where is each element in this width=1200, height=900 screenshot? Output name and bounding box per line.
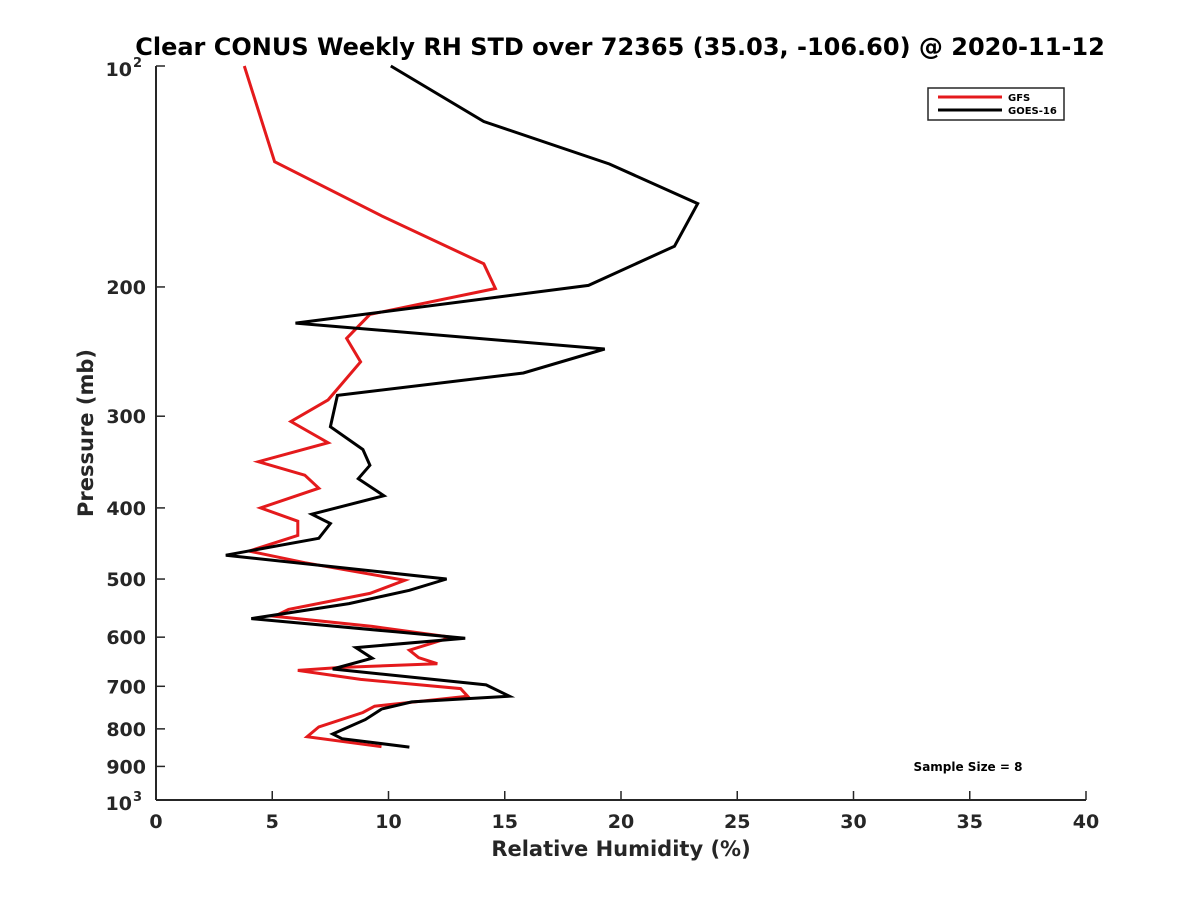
x-tick-group: 0 5 10 15 20 25 30 35 40 — [149, 791, 1099, 833]
y-tick-label-power: 10 3 — [106, 790, 143, 815]
x-tick-label: 15 — [492, 811, 518, 833]
y-tick-label-base: 10 — [106, 793, 132, 815]
y-tick-label-power: 10 2 — [106, 56, 143, 81]
series-line-goes-16 — [225, 64, 700, 749]
y-axis-label: Pressure (mb) — [74, 349, 98, 517]
y-tick-label-base: 10 — [106, 59, 132, 81]
y-tick-label: 400 — [106, 498, 146, 520]
y-tick-label: 300 — [106, 406, 146, 428]
legend-label-goes16: GOES-16 — [1008, 106, 1057, 117]
y-tick-label: 200 — [106, 277, 146, 299]
x-tick-label: 20 — [608, 811, 634, 833]
y-tick-label-exponent: 3 — [133, 790, 142, 805]
y-tick-label: 700 — [106, 676, 146, 698]
x-axis-label: Relative Humidity (%) — [491, 837, 750, 861]
y-tick-label-exponent: 2 — [133, 56, 142, 71]
x-tick-label: 5 — [266, 811, 279, 833]
series-layer — [225, 64, 700, 749]
y-tick-label: 500 — [106, 569, 146, 591]
legend-label-gfs: GFS — [1008, 93, 1030, 104]
x-tick-label: 0 — [149, 811, 162, 833]
y-tick-label: 600 — [106, 627, 146, 649]
legend: GFS GOES-16 — [927, 87, 1065, 121]
x-tick-label: 40 — [1073, 811, 1099, 833]
y-tick-label: 800 — [106, 719, 146, 741]
legend-box — [927, 87, 1065, 121]
series-line-gfs — [242, 65, 498, 749]
x-tick-label: 35 — [957, 811, 983, 833]
x-tick-label: 10 — [375, 811, 401, 833]
sample-size-annotation: Sample Size = 8 — [914, 760, 1023, 774]
chart-title: Clear CONUS Weekly RH STD over 72365 (35… — [135, 33, 1105, 61]
x-tick-label: 25 — [724, 811, 750, 833]
y-tick-label: 900 — [106, 756, 146, 778]
x-tick-label: 30 — [840, 811, 866, 833]
